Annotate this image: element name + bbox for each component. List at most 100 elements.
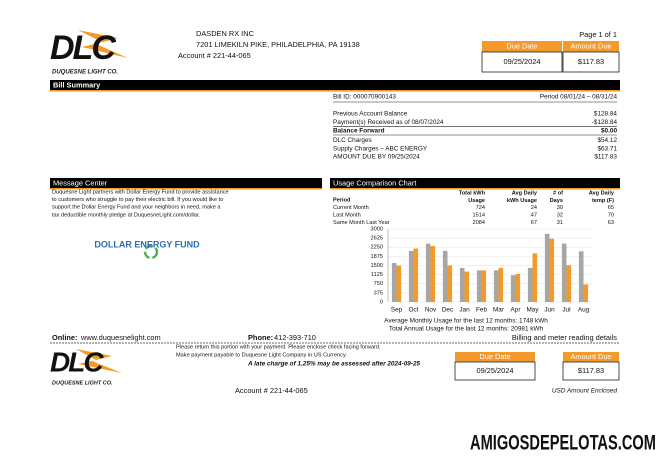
section-title: Message Center	[53, 178, 108, 187]
bar	[544, 233, 550, 302]
bar	[566, 265, 572, 302]
bar	[578, 251, 584, 302]
section-title: Usage Comparison Chart	[333, 178, 416, 187]
usage-note: Average Monthly Usage for the last 12 mo…	[384, 318, 548, 325]
amount-due: $117.83	[578, 366, 604, 375]
usage-cell: 31	[557, 220, 563, 226]
usage-cell: 2084	[473, 220, 485, 226]
due-date-header	[482, 41, 562, 52]
amount-due: $117.83	[578, 57, 604, 66]
usage-cell: Last Month	[333, 212, 361, 218]
bar	[510, 275, 516, 302]
message-line: support the Dollar Energy Fund and your …	[52, 205, 221, 211]
bar	[447, 265, 453, 302]
usage-cell: Current Month	[333, 205, 369, 211]
summary-amount: $128.84	[594, 111, 618, 118]
column-header: Period	[333, 197, 351, 203]
column-header: Usage	[468, 198, 485, 204]
summary-label: Supply Charges – ABC ENERGY	[333, 145, 428, 152]
x-tick-label: Feb	[476, 307, 487, 314]
summary-rows: Previous Account Balance $128.84 Payment(s…	[333, 111, 617, 161]
amount-due-label: Amount Due	[570, 352, 611, 361]
x-tick-label: Aug	[578, 307, 590, 314]
usage-cell: 67	[531, 220, 537, 226]
y-tick-label: 375	[374, 290, 383, 296]
x-tick-label: Sep	[391, 307, 403, 314]
remit-instruction: Make payment payable to Duquesne Light C…	[176, 352, 347, 358]
usage-table: Period Total kWh Usage Avg Daily kWh Usage # …	[333, 190, 615, 225]
usage-cell: 30	[557, 205, 563, 211]
y-tick-label: 3000	[371, 226, 383, 232]
remit-account: Account # 221-44-065	[235, 386, 308, 395]
watermark: AMIGOSDEPELOTAS.COM	[470, 432, 656, 455]
usage-cell: 65	[608, 205, 614, 211]
x-tick-label: Jun	[544, 307, 555, 314]
usage-cell: 63	[608, 220, 614, 226]
bar	[549, 238, 555, 302]
logo-tagline: DUQUESNE LIGHT CO.	[52, 380, 113, 386]
details: Billing and meter reading details	[512, 333, 617, 342]
summary-amount: $0.00	[601, 127, 617, 134]
bar	[408, 250, 414, 302]
y-tick-label: 1500	[371, 263, 383, 269]
customer-name: DASDEN RX INC	[196, 29, 255, 38]
usage-cell: 24	[531, 205, 537, 211]
amount-due-header	[563, 41, 619, 52]
bill-id: Bill ID: 000070900143	[333, 94, 396, 101]
bar	[413, 248, 419, 302]
phone-label: Phone:	[248, 333, 273, 342]
logo-tagline: DUQUESNE LIGHT CO.	[52, 70, 118, 76]
summary-label: Balance Forward	[333, 127, 385, 134]
bar	[442, 250, 448, 302]
summary-label: Previous Account Balance	[333, 111, 408, 118]
account-number: Account # 221-44-065	[178, 51, 251, 60]
bar	[532, 253, 538, 302]
due-date-label: Due Date	[506, 41, 537, 50]
section-rule	[50, 90, 620, 92]
bar	[464, 271, 470, 302]
x-tick-label: Mar	[493, 307, 505, 314]
summary-label: Payment(s) Received as of 08/07/2024	[333, 119, 444, 126]
x-tick-label: Dec	[442, 307, 454, 314]
summary-amount: $63.71	[597, 145, 617, 152]
logo: DLC DUQUESNE LIGHT CO.	[50, 346, 122, 386]
x-tick-label: Nov	[425, 307, 437, 314]
bar	[583, 284, 589, 302]
due-date: 09/25/2024	[504, 57, 541, 66]
logo-bolt	[76, 349, 122, 373]
message-line: to customers who struggle to pay their e…	[52, 197, 223, 203]
due-date-box	[481, 51, 563, 73]
bar	[493, 270, 499, 302]
customer-address: 7201 LIMEKILN PIKE, PHILADELPHIA, PA 191…	[196, 40, 360, 49]
fund-logo: DOLLAR ENERGY FUND	[94, 239, 200, 260]
bar	[396, 265, 402, 302]
column-header: Days	[550, 198, 563, 204]
bar	[459, 267, 465, 302]
bar	[476, 270, 482, 302]
y-tick-label: 750	[374, 281, 383, 287]
x-tick-label: Jul	[562, 307, 570, 314]
x-tick-label: May	[526, 307, 539, 314]
amount-due-label: Amount Due	[570, 41, 611, 50]
due-date-header	[455, 352, 535, 362]
column-header: kWh Usage	[507, 198, 537, 204]
bar	[391, 263, 397, 302]
message-line: tax deductible monthly pledge at Duquesn…	[52, 212, 200, 218]
due-date-box	[454, 361, 536, 381]
section-bar	[50, 178, 322, 188]
page-number: Page 1 of 1	[579, 30, 617, 39]
phone: 412-393-710	[274, 333, 316, 342]
y-tick-label: 2250	[371, 245, 383, 251]
summary-amount: $117.83	[594, 154, 617, 161]
amount-due-box	[562, 361, 620, 381]
bar	[561, 243, 567, 302]
bar	[425, 243, 431, 302]
online-url: www.duquesnelight.com	[80, 333, 161, 342]
y-tick-label: 2625	[371, 236, 383, 242]
amount-due-box	[562, 51, 620, 73]
usage-cell: 32	[557, 212, 563, 218]
column-header: Avg Daily	[512, 190, 538, 196]
column-header: Total kWh	[459, 190, 486, 196]
column-header: Avg Daily	[589, 190, 615, 196]
y-tick-label: 1125	[371, 272, 383, 278]
